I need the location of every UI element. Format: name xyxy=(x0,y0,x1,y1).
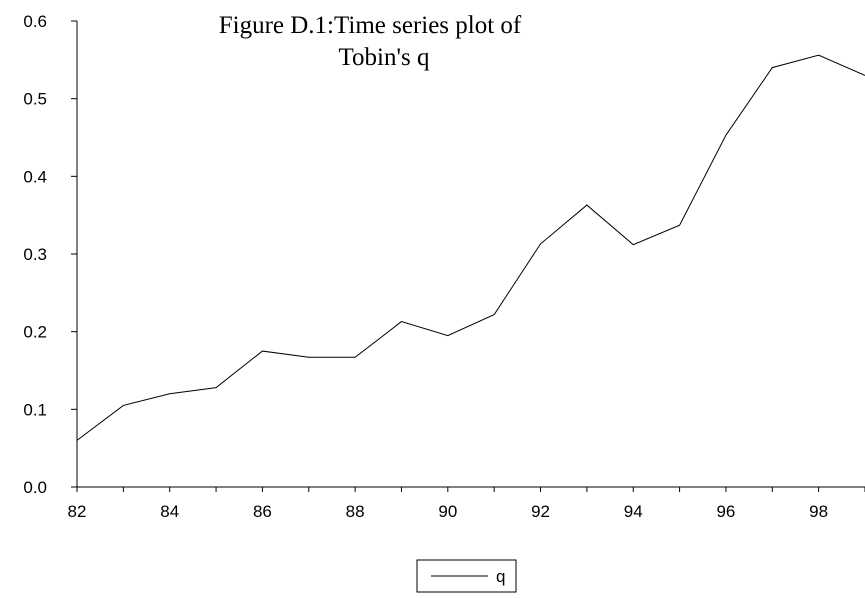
x-tick-label: 88 xyxy=(346,502,365,521)
data-point xyxy=(262,351,263,352)
y-tick-label: 0.6 xyxy=(23,12,47,31)
data-point xyxy=(494,314,495,315)
data-point xyxy=(77,440,78,441)
chart-title-line-1: Figure D.1:Time series plot of xyxy=(219,12,522,39)
y-tick-label: 0.2 xyxy=(23,323,47,342)
data-point xyxy=(818,55,819,56)
x-tick-label: 94 xyxy=(624,502,643,521)
y-tick-label: 0.0 xyxy=(23,478,47,497)
y-tick-label: 0.1 xyxy=(23,400,47,419)
data-point xyxy=(216,387,217,388)
data-point xyxy=(447,335,448,336)
data-point xyxy=(123,405,124,406)
data-point xyxy=(355,357,356,358)
data-point xyxy=(772,67,773,68)
data-point xyxy=(586,205,587,206)
chart-title-line-2: Tobin's q xyxy=(339,44,430,71)
y-tick-label: 0.4 xyxy=(23,167,47,186)
data-point xyxy=(725,135,726,136)
chart-title: Figure D.1:Time series plot of Tobin's q xyxy=(219,12,522,71)
x-tick-label: 96 xyxy=(716,502,735,521)
data-point xyxy=(308,357,309,358)
y-tick-label: 0.3 xyxy=(23,245,47,264)
data-point xyxy=(169,393,170,394)
series-line-q xyxy=(76,54,865,441)
series-layer xyxy=(76,54,865,441)
x-tick-label: 90 xyxy=(438,502,457,521)
y-axis-ticks: 0.0 0.1 0.2 0.3 0.4 0.5 0.6 xyxy=(23,12,77,497)
y-tick-label: 0.5 xyxy=(23,90,47,109)
x-tick-label: 86 xyxy=(253,502,272,521)
axes xyxy=(76,21,865,488)
data-point xyxy=(401,321,402,322)
legend: q xyxy=(416,559,517,593)
x-tick-label: 82 xyxy=(68,502,87,521)
data-point xyxy=(679,225,680,226)
x-tick-label: 98 xyxy=(809,502,828,521)
x-tick-label: 84 xyxy=(160,502,179,521)
data-point xyxy=(540,243,541,244)
x-axis-ticks: 82 84 86 88 90 92 94 96 98 xyxy=(68,487,865,521)
legend-label-q: q xyxy=(496,567,505,586)
x-tick-label: 92 xyxy=(531,502,550,521)
data-point xyxy=(633,244,634,245)
